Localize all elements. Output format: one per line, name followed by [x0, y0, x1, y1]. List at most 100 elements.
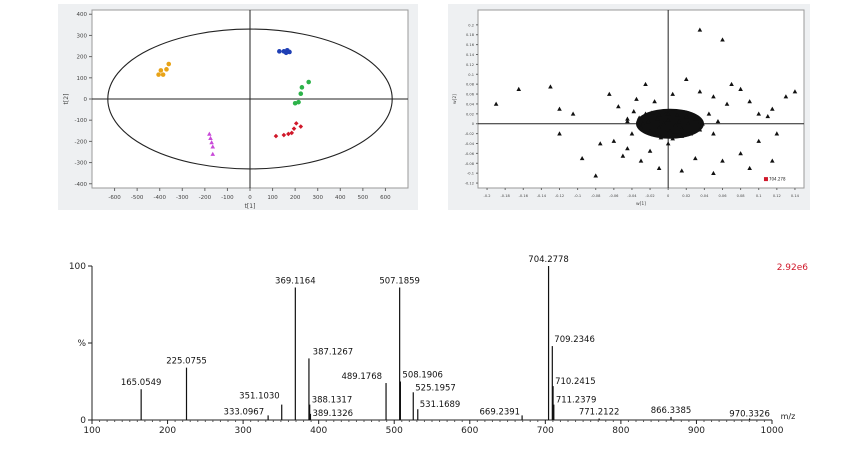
- pca-score-point: [210, 151, 216, 156]
- loading-x-axis-label: w[1]: [636, 201, 646, 207]
- loading-x-tick-label: -0.2: [484, 194, 491, 198]
- ms-x-tick-label: 800: [612, 426, 629, 436]
- pca-y-tick-label: 100: [77, 76, 88, 82]
- pca-score-point: [298, 91, 304, 97]
- pca-score-plot-panel: -600 -500 -400 -300 -200 -100 0 100 200 300 400 500…: [58, 4, 418, 210]
- loading-x-tick-label: 0.02: [682, 194, 690, 198]
- pca-score-point: [306, 79, 311, 85]
- loading-point: [652, 99, 657, 104]
- loading-point: [756, 138, 762, 143]
- loading-x-tick-label: -0.12: [555, 194, 564, 198]
- loading-point: [667, 128, 673, 133]
- mass-spectrum-panel: 100 200 300 400 500 600 700 800 900 1000 100% 0 m/z 2…: [60, 248, 820, 448]
- loading-point: [711, 131, 716, 136]
- loading-point: [638, 158, 644, 163]
- loading-point: [665, 141, 671, 146]
- loading-point: [597, 141, 603, 146]
- loading-point: [493, 101, 499, 106]
- pca-y-tick-label: 200: [77, 55, 88, 61]
- pca-score-point: [160, 72, 166, 77]
- loading-point: [620, 153, 626, 158]
- loading-point: [697, 27, 703, 32]
- ms-x-tick-label: 900: [688, 426, 705, 436]
- loading-plot: -0.2 -0.18 -0.16 -0.14 -0.12 -0.1 -0.08 -0.06 -0…: [448, 4, 810, 210]
- pca-score-point: [156, 72, 161, 77]
- loading-y-tick-label: 0.2: [468, 23, 474, 27]
- loading-point: [715, 118, 721, 124]
- loading-point: [658, 135, 664, 140]
- ms-peak-label: 351.1030: [239, 392, 280, 402]
- pca-score-point: [164, 67, 169, 72]
- loading-y-tick-label: 0.08: [466, 83, 475, 87]
- loading-x-tick-label: 0.14: [791, 194, 800, 198]
- pca-y-tick-label: -400: [75, 182, 88, 188]
- pca-score-point: [281, 132, 287, 138]
- mass-spectrum: 100 200 300 400 500 600 700 800 900 1000 100% 0 m/z 2…: [69, 255, 809, 436]
- ms-peak-label: 866.3385: [651, 406, 692, 416]
- pca-x-tick-label: -300: [176, 195, 189, 201]
- loading-point: [792, 89, 798, 94]
- pca-score-plot: -600 -500 -400 -300 -200 -100 0 100 200 300 400 500…: [58, 4, 418, 210]
- pca-score-point: [298, 124, 304, 129]
- loading-y-tick-label: -0.1: [467, 172, 474, 176]
- ms-peak-label: 388.1317: [312, 396, 353, 406]
- loading-point: [645, 118, 651, 124]
- ms-peak-label: 389.1326: [312, 409, 353, 419]
- loading-point: [593, 173, 599, 178]
- loading-point: [676, 118, 682, 124]
- pca-score-point: [209, 140, 214, 145]
- pca-x-tick-label: -200: [199, 195, 212, 201]
- loading-y-tick-label: -0.04: [465, 142, 475, 146]
- ms-x-tick-label: 200: [159, 426, 176, 436]
- loading-y-tick-label: 0.02: [466, 112, 474, 116]
- loading-point: [647, 128, 653, 133]
- loading-x-tick-label: 0.12: [773, 194, 781, 198]
- loading-x-tick-label: -0.06: [609, 194, 619, 198]
- pca-score-point: [208, 135, 213, 141]
- loading-point: [670, 136, 675, 141]
- loading-x-tick-label: 0: [667, 194, 670, 198]
- ms-intensity-label: 2.92e6: [777, 263, 809, 273]
- loading-point: [770, 158, 775, 163]
- pca-score-point: [284, 47, 290, 53]
- loading-point: [693, 116, 698, 121]
- loading-point: [706, 111, 712, 116]
- ms-peak-label: 489.1768: [341, 372, 382, 382]
- loading-y-tick-label: -0.02: [465, 132, 474, 136]
- pca-x-tick-label: 600: [380, 195, 391, 201]
- loading-point: [570, 111, 576, 116]
- pca-score-point: [277, 49, 282, 54]
- loading-y-tick-label: 0: [472, 122, 475, 126]
- ms-peak-label: 508.1906: [402, 371, 443, 381]
- loading-plot-area: [477, 9, 805, 189]
- pca-x-tick-label: 500: [358, 195, 369, 201]
- loading-point: [679, 126, 685, 131]
- pca-y-tick-label: 0: [84, 97, 88, 103]
- loading-plot-panel: -0.2 -0.18 -0.16 -0.14 -0.12 -0.1 -0.08 -0.06 -0…: [448, 4, 810, 210]
- loading-point: [670, 91, 675, 96]
- pca-y-tick-label: -100: [75, 118, 88, 124]
- ms-x-tick-label: 1000: [761, 426, 784, 436]
- loading-x-tick-label: -0.1: [574, 194, 581, 198]
- pca-y-tick-label: 300: [77, 33, 88, 39]
- loading-x-tick-label: -0.08: [591, 194, 601, 198]
- loading-point: [643, 111, 648, 116]
- loading-point: [774, 131, 780, 136]
- ms-x-tick-label: 100: [83, 426, 100, 436]
- ms-peak-label: 531.1689: [420, 400, 461, 410]
- ms-peak-label: 709.2346: [554, 335, 595, 345]
- loading-x-tick-label: -0.04: [627, 194, 637, 198]
- ms-peak-label: 711.2379: [556, 396, 597, 406]
- loading-point: [679, 168, 685, 173]
- loading-point: [747, 99, 752, 104]
- loading-point: [738, 86, 743, 91]
- loading-y-tick-label: 0.12: [466, 63, 474, 67]
- loading-x-tick-label: -0.02: [645, 194, 654, 198]
- loading-x-tick-label: -0.18: [501, 194, 511, 198]
- loading-point: [629, 131, 635, 136]
- loading-point: [720, 37, 725, 42]
- loading-point: [693, 156, 698, 161]
- pca-x-tick-label: -600: [108, 195, 121, 201]
- ms-peak-label: 970.3326: [729, 409, 770, 419]
- loading-point: [674, 112, 680, 117]
